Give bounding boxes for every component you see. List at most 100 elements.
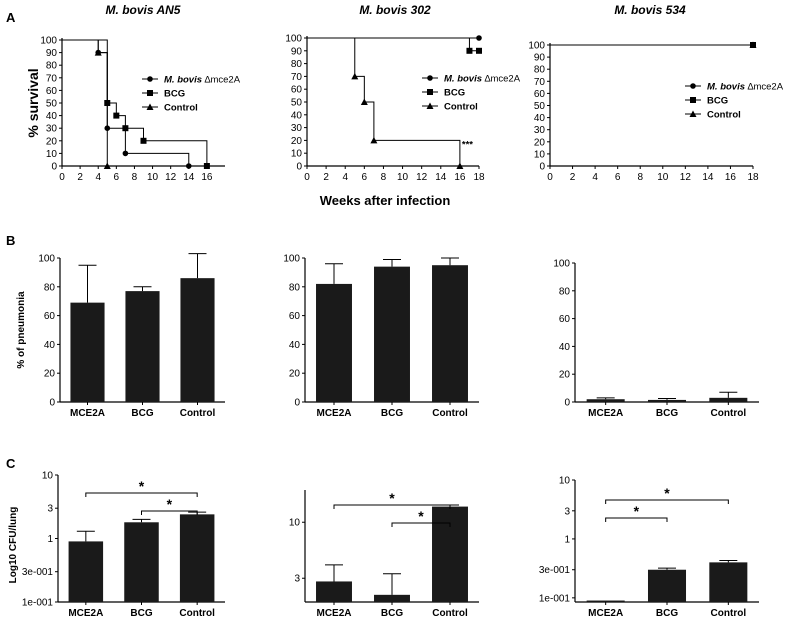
legend-marker [147, 90, 153, 96]
series-marker [113, 112, 120, 119]
y-tick-label: 90 [291, 46, 303, 57]
x-tick-label: 8 [637, 172, 643, 183]
series-marker [203, 163, 210, 169]
y-tick-label: 20 [46, 136, 58, 147]
y-tick-label: 60 [291, 85, 303, 96]
x-tick-label: 14 [702, 172, 714, 183]
y-tick-label: 60 [559, 314, 571, 325]
bar-mce2a [70, 302, 105, 402]
series-marker [360, 98, 368, 105]
series-marker [476, 47, 482, 54]
series-marker [370, 136, 378, 144]
y-tick-label: 60 [44, 311, 56, 322]
x-tick-label: 18 [747, 172, 759, 183]
significance-bracket [85, 492, 198, 497]
significance-bracket [333, 504, 451, 509]
series-marker [351, 72, 359, 80]
x-tick-label: 18 [473, 172, 485, 183]
y-tick-label: 20 [44, 369, 56, 380]
series-marker [185, 163, 192, 169]
bar-mce2a [68, 541, 104, 602]
y-tick-label: 40 [46, 111, 58, 122]
x-tick-label: 0 [304, 172, 310, 183]
x-tick-label: 12 [680, 172, 692, 183]
legend-marker [690, 83, 696, 89]
y-tick-label: 100 [528, 41, 545, 52]
legend-marker [690, 97, 696, 103]
x-tick-label: BCG [381, 408, 403, 419]
y-tick-label: 100 [40, 36, 57, 47]
legend-label: Control [444, 102, 478, 113]
series-line-2 [307, 37, 479, 52]
legend-label: Control [707, 110, 741, 121]
row-a-y-axis-label: % survival [25, 68, 41, 137]
y-tick-label: 40 [289, 340, 301, 351]
y-tick-label: 80 [559, 286, 571, 297]
x-tick-label: BCG [381, 608, 403, 619]
y-tick-label: 3 [564, 506, 570, 517]
y-tick-label: 0 [49, 398, 55, 409]
y-tick-label: 1 [564, 534, 570, 545]
panel-label-b: B [6, 233, 15, 248]
y-tick-label: 0 [51, 162, 57, 173]
x-tick-label: 8 [381, 172, 387, 183]
x-tick-label: 12 [165, 172, 177, 183]
legend-label: Control [164, 103, 198, 114]
bar-control [709, 562, 748, 602]
legend-marker [146, 103, 154, 110]
series-marker [456, 162, 464, 169]
bar-bcg [374, 266, 410, 402]
x-tick-label: 14 [435, 172, 447, 183]
x-tick-label: MCE2A [70, 408, 105, 419]
y-tick-label: 30 [534, 125, 546, 136]
cfu-chart-1: 1e-001 3e-001 1 3 10 MCE2A BCG Control * * [22, 471, 225, 619]
bar-mce2a [316, 283, 352, 402]
x-tick-label: 0 [59, 172, 65, 183]
bar-control [709, 397, 748, 402]
x-tick-label: MCE2A [316, 408, 351, 419]
legend-label: BCG [164, 89, 185, 100]
x-tick-label: 16 [454, 172, 466, 183]
y-tick-label: 20 [291, 136, 303, 147]
x-tick-label: Control [711, 608, 747, 619]
x-tick-label: MCE2A [588, 608, 623, 619]
series-marker [122, 125, 129, 132]
x-tick-label: 16 [201, 172, 213, 183]
y-tick-label: 40 [559, 342, 571, 353]
x-tick-label: 4 [95, 172, 101, 183]
pneumonia-chart-3: 0 20 40 60 80 100 MCE2A BCG Control [553, 259, 759, 419]
bar-control [432, 265, 468, 402]
significance-star: * [418, 508, 424, 524]
series-marker [103, 162, 111, 169]
chart-title: M. bovis 302 [359, 3, 431, 17]
bar-control [179, 514, 215, 602]
y-tick-label: 20 [289, 369, 301, 380]
y-tick-label: 50 [46, 99, 58, 110]
bar-bcg [374, 594, 410, 602]
bar-mce2a [316, 581, 352, 602]
y-tick-label: 80 [534, 65, 546, 76]
y-tick-label: 70 [291, 72, 303, 83]
x-tick-label: 4 [592, 172, 598, 183]
y-tick-label: 3e-001 [22, 567, 54, 578]
bar-mce2a [586, 600, 625, 602]
x-tick-label: Control [180, 408, 216, 419]
x-tick-label: 10 [657, 172, 669, 183]
y-tick-label: 0 [564, 398, 570, 409]
x-tick-label: MCE2A [588, 408, 623, 419]
y-tick-label: 70 [534, 77, 546, 88]
bar-bcg [125, 291, 160, 402]
x-tick-label: 2 [77, 172, 83, 183]
significance-bracket [605, 499, 729, 504]
x-tick-label: 6 [362, 172, 368, 183]
x-tick-label: 6 [615, 172, 621, 183]
bar-control [180, 278, 215, 402]
significance-star: * [167, 496, 173, 512]
y-tick-label: 100 [553, 259, 570, 270]
y-tick-label: 0 [296, 162, 302, 173]
series-marker [466, 47, 473, 54]
significance-bracket [605, 517, 668, 522]
x-tick-label: 6 [114, 172, 120, 183]
